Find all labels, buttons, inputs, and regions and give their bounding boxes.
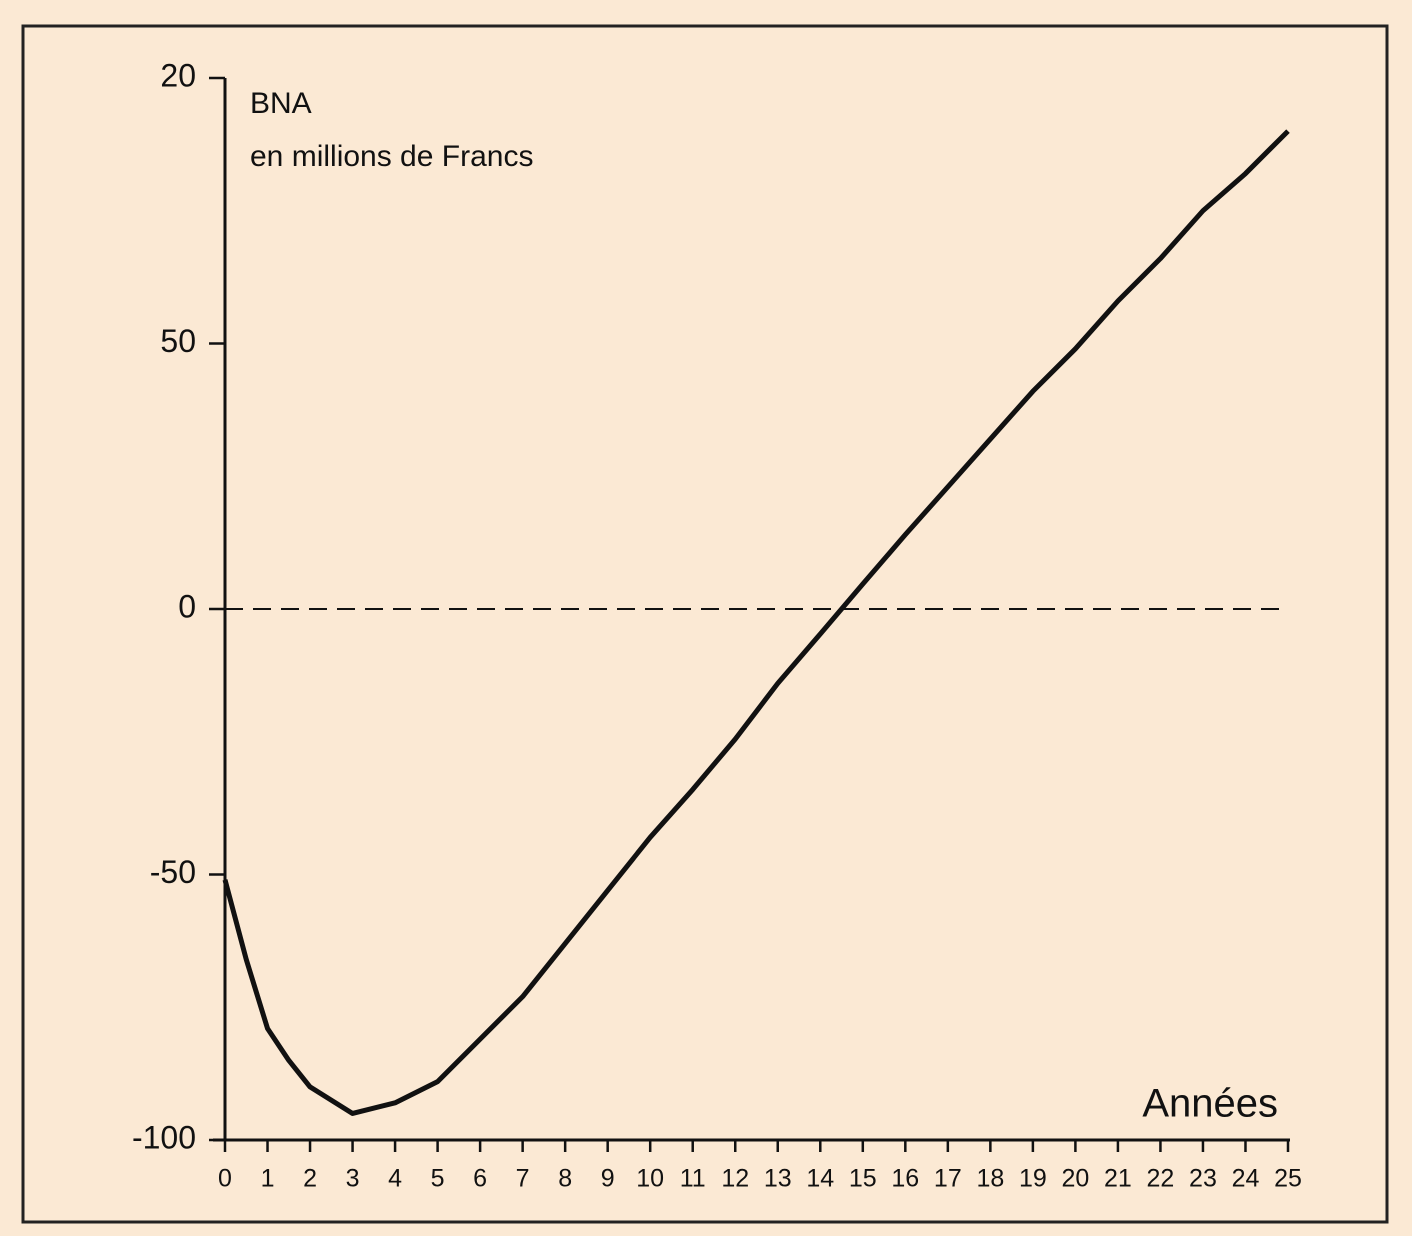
y-tick-label: -50 <box>150 854 196 890</box>
frame <box>21 24 1389 1224</box>
x-tick-label: 13 <box>764 1165 792 1193</box>
data-line <box>222 129 1290 1116</box>
y-tick-label: 20 <box>160 57 196 93</box>
x-tick-label: 3 <box>346 1165 360 1193</box>
y-tick-label: 50 <box>160 323 196 359</box>
x-tick-label: 8 <box>558 1165 572 1193</box>
x-tick-label: 17 <box>934 1165 962 1193</box>
x-tick-label: 1 <box>261 1165 275 1193</box>
x-tick-label: 19 <box>1019 1165 1047 1193</box>
y-tick-label: 0 <box>178 588 196 624</box>
y-tick-label: -100 <box>132 1119 196 1155</box>
x-tick-label: 4 <box>388 1165 402 1193</box>
x-tick-label: 0 <box>218 1165 232 1193</box>
x-tick-label: 9 <box>601 1165 615 1193</box>
x-tick-label: 10 <box>636 1165 664 1193</box>
x-tick-label: 11 <box>680 1165 706 1193</box>
x-tick-label: 22 <box>1147 1165 1175 1193</box>
y-axis-unit: en millions de Francs <box>250 140 533 173</box>
x-tick-label: 16 <box>891 1165 919 1193</box>
x-tick-label: 25 <box>1274 1165 1302 1193</box>
x-tick-label: 20 <box>1061 1165 1089 1193</box>
x-tick-label: 6 <box>473 1165 487 1193</box>
x-tick-label: 14 <box>806 1165 834 1193</box>
x-tick-label: 7 <box>516 1165 530 1193</box>
x-tick-label: 21 <box>1104 1165 1132 1193</box>
x-tick-label: 12 <box>721 1165 749 1193</box>
x-tick-label: 15 <box>849 1165 877 1193</box>
x-tick-label: 23 <box>1189 1165 1217 1193</box>
x-tick-label: 24 <box>1232 1165 1260 1193</box>
x-tick-label: 5 <box>431 1165 445 1193</box>
y-axis-label: BNA <box>250 87 312 120</box>
x-tick-label: 18 <box>976 1165 1004 1193</box>
x-tick-label: 2 <box>303 1165 317 1193</box>
x-axis-label: Années <box>1142 1082 1278 1126</box>
